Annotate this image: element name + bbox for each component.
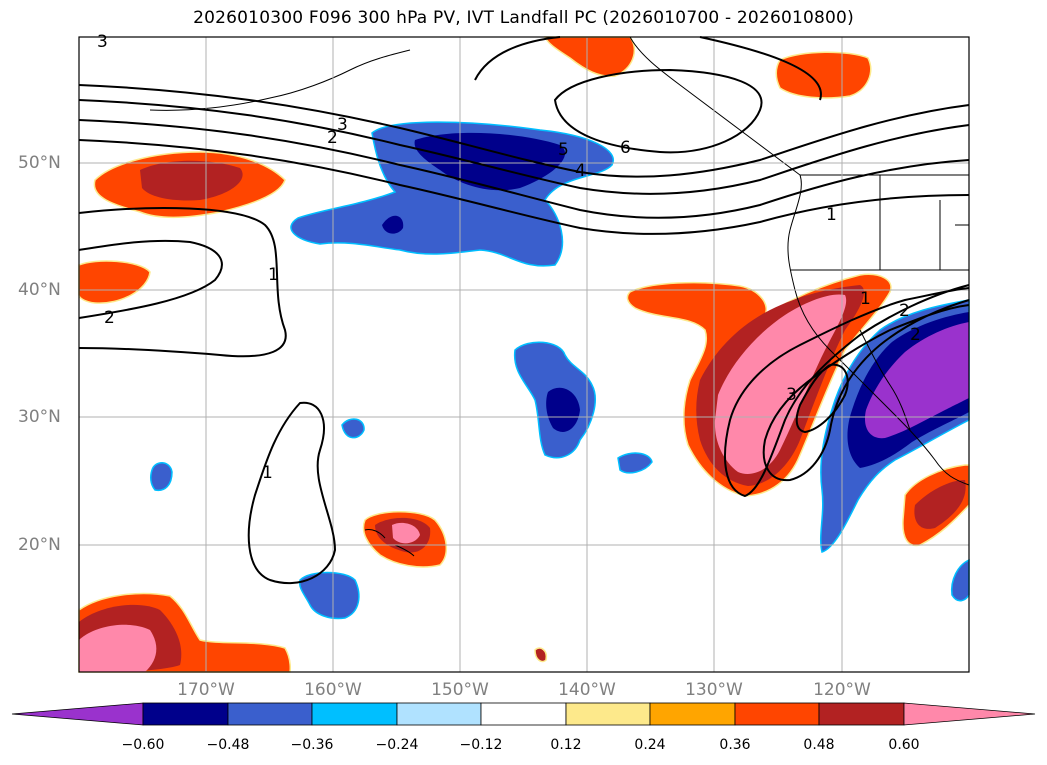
colorbar-tick: −0.12 <box>459 737 503 753</box>
colorbar-tick: 0.12 <box>550 737 582 753</box>
contour-label: 4 <box>575 161 586 181</box>
contour-label: 3 <box>97 32 108 52</box>
contour-label: 2 <box>327 128 338 148</box>
contour-label: 1 <box>262 463 273 483</box>
lon-label-150w: 150°W <box>431 680 489 700</box>
contour-label: 1 <box>268 265 279 285</box>
contour-label: 5 <box>558 140 569 160</box>
lat-label-30: 30°N <box>18 407 61 427</box>
lon-label-170w: 170°W <box>177 680 235 700</box>
colorbar-tick: −0.36 <box>290 737 334 753</box>
pv-contours <box>78 36 970 585</box>
contour-label: 3 <box>337 115 348 135</box>
colorbar <box>11 702 1036 726</box>
map-frame <box>78 36 970 673</box>
colorbar-tick: −0.60 <box>121 737 165 753</box>
colorbar-tick: 0.48 <box>803 737 835 753</box>
contour-label: 1 <box>860 289 871 309</box>
lat-label-50: 50°N <box>18 153 61 173</box>
contour-label: 1 <box>826 205 837 225</box>
lon-label-140w: 140°W <box>558 680 616 700</box>
contour-label: 6 <box>620 138 631 158</box>
contour-label: 2 <box>899 301 910 321</box>
gridlines <box>79 37 969 672</box>
colorbar-tick: 0.60 <box>888 737 920 753</box>
contour-label: 2 <box>910 325 921 345</box>
lon-label-120w: 120°W <box>813 680 871 700</box>
contour-labels: 3 3 2 5 4 6 1 1 2 2 1 2 3 1 <box>97 32 921 483</box>
colorbar-tick: −0.48 <box>206 737 250 753</box>
colorbar-tick: 0.36 <box>719 737 751 753</box>
map-title: 2026010300 F096 300 hPa PV, IVT Landfall… <box>193 8 854 28</box>
colorbar-tick: 0.24 <box>634 737 666 753</box>
negative-anomaly-regions <box>150 121 970 620</box>
colorbar-tick: −0.24 <box>375 737 419 753</box>
contour-label: 3 <box>786 385 797 405</box>
contour-label: 2 <box>104 308 115 328</box>
lat-label-40: 40°N <box>18 280 61 300</box>
lon-label-130w: 130°W <box>685 680 743 700</box>
lat-label-20: 20°N <box>18 535 61 555</box>
lon-label-160w: 160°W <box>304 680 362 700</box>
